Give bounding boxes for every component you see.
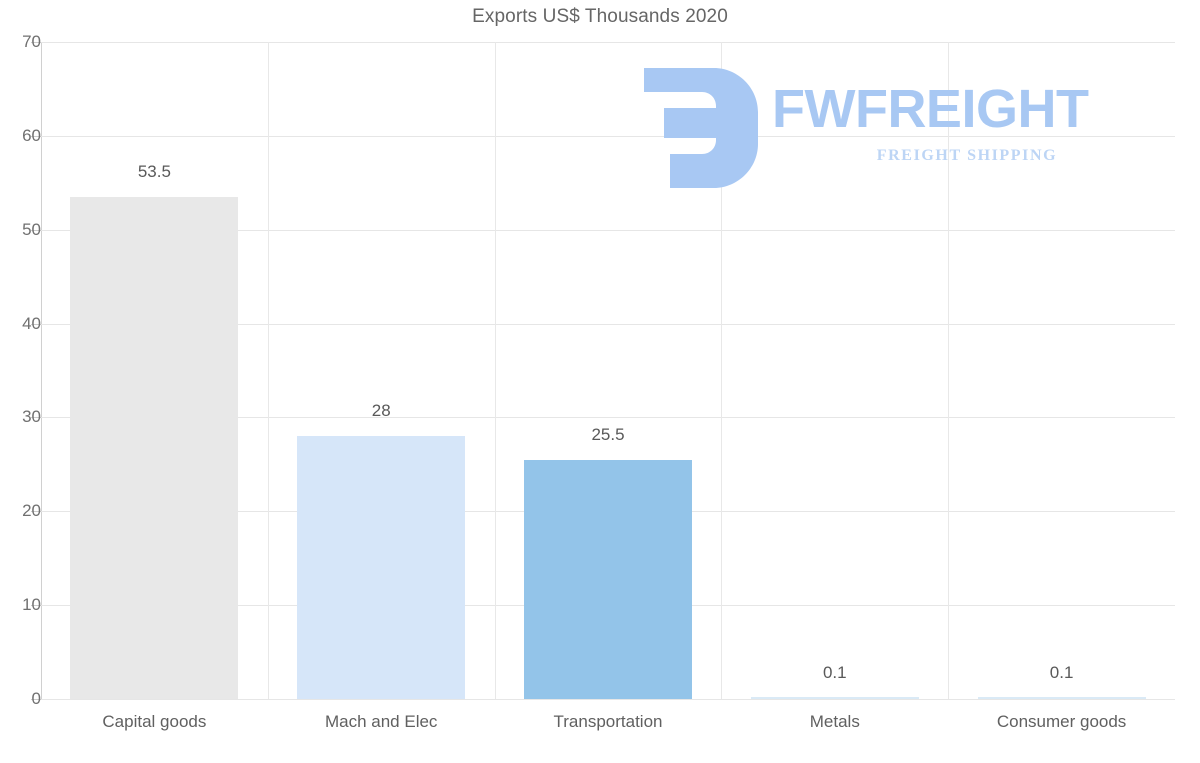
x-axis-tick-label: Transportation [553, 712, 663, 731]
bar-value-label: 0.1 [822, 663, 847, 683]
gridline-horizontal [41, 42, 1175, 43]
y-axis-tick-mark [31, 42, 41, 43]
x-axis-tick-label: Consumer goods [996, 712, 1127, 731]
bar[interactable] [524, 459, 692, 699]
bar-value-label: 53.5 [137, 161, 171, 181]
x-axis-tick-label: Metals [809, 712, 860, 731]
y-axis-tick-mark [31, 323, 41, 325]
bar[interactable] [297, 436, 466, 699]
bar-value-label: 0.1 [1049, 663, 1074, 683]
y-axis-tick-label: 70 [22, 32, 41, 51]
gridline-vertical [267, 42, 269, 699]
gridline-horizontal [41, 135, 1175, 137]
y-axis-tick-mark [31, 699, 41, 700]
y-axis-tick-mark [31, 417, 41, 419]
gridline-horizontal [41, 229, 1175, 231]
y-axis-tick-label: 60 [22, 125, 41, 145]
bar-value-label: 28 [371, 401, 391, 421]
bar-value-label: 25.5 [591, 424, 625, 444]
gridline-horizontal [41, 699, 1175, 700]
gridline-horizontal [41, 417, 1175, 419]
y-axis-tick-label: 0 [31, 689, 41, 708]
bar[interactable] [977, 697, 1146, 699]
chart-title: Exports US$ Thousands 2020 [472, 6, 728, 27]
y-axis-tick-mark [31, 605, 41, 607]
x-axis-tick-label: Capital goods [102, 712, 207, 731]
y-axis-tick-label: 20 [22, 501, 41, 521]
y-axis-tick-label: 30 [22, 407, 41, 427]
x-axis-tick-label: Mach and Elec [324, 712, 438, 731]
gridline-vertical [721, 42, 723, 699]
y-axis-tick-label: 40 [22, 313, 41, 333]
y-axis-tick-mark [31, 229, 41, 231]
bar[interactable] [750, 697, 919, 699]
y-axis-tick-label: 50 [22, 219, 41, 239]
y-axis-line [41, 42, 42, 700]
gridline-vertical [948, 42, 950, 699]
gridline-vertical [494, 42, 496, 699]
y-axis-tick-mark [31, 511, 41, 513]
y-axis-tick-mark [31, 135, 41, 137]
bar[interactable] [70, 196, 239, 699]
gridline-horizontal [41, 323, 1175, 325]
y-axis-tick-label: 10 [22, 595, 41, 615]
